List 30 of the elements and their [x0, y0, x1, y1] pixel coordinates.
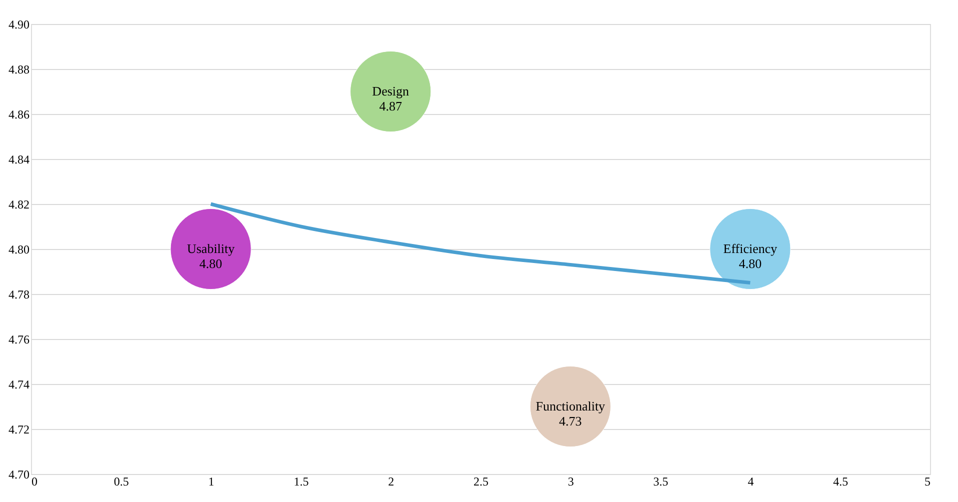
x-tick-label: 1 [208, 474, 214, 488]
x-tick-label: 3.5 [653, 474, 668, 488]
x-tick-label: 3 [568, 474, 574, 488]
x-tick-label: 4.5 [833, 474, 848, 488]
x-tick-label: 1.5 [294, 474, 309, 488]
x-tick-label: 2.5 [474, 474, 488, 488]
series-label: Usability [186, 241, 236, 256]
data-label: 4.80 [738, 256, 762, 271]
y-tick-label: 4.78 [8, 288, 30, 302]
x-tick-label: 0 [32, 474, 38, 488]
y-tick-label: 4.86 [8, 108, 30, 122]
y-tick-label: 4.72 [8, 422, 30, 436]
series-label: Efficiency [723, 241, 778, 256]
y-tick-label: 4.76 [8, 332, 30, 346]
y-tick-label: 4.74 [8, 378, 30, 392]
y-tick-label: 4.88 [8, 62, 30, 76]
data-label: 4.73 [559, 414, 582, 428]
x-tick-label: 4 [748, 474, 754, 488]
series-label: Functionality [536, 398, 606, 414]
data-label: 4.87 [379, 98, 402, 114]
series-label: Design [372, 84, 410, 98]
x-tick-label: 2 [388, 474, 394, 488]
y-tick-label: 4.84 [8, 152, 30, 166]
x-tick-label: 0.5 [114, 474, 129, 488]
data-label: 4.80 [199, 256, 222, 271]
y-tick-label: 4.90 [8, 18, 30, 32]
y-tick-label: 4.82 [8, 198, 30, 212]
x-tick-label: 5 [924, 474, 930, 488]
y-tick-label: 4.80 [8, 242, 30, 256]
y-tick-label: 4.70 [8, 468, 30, 482]
